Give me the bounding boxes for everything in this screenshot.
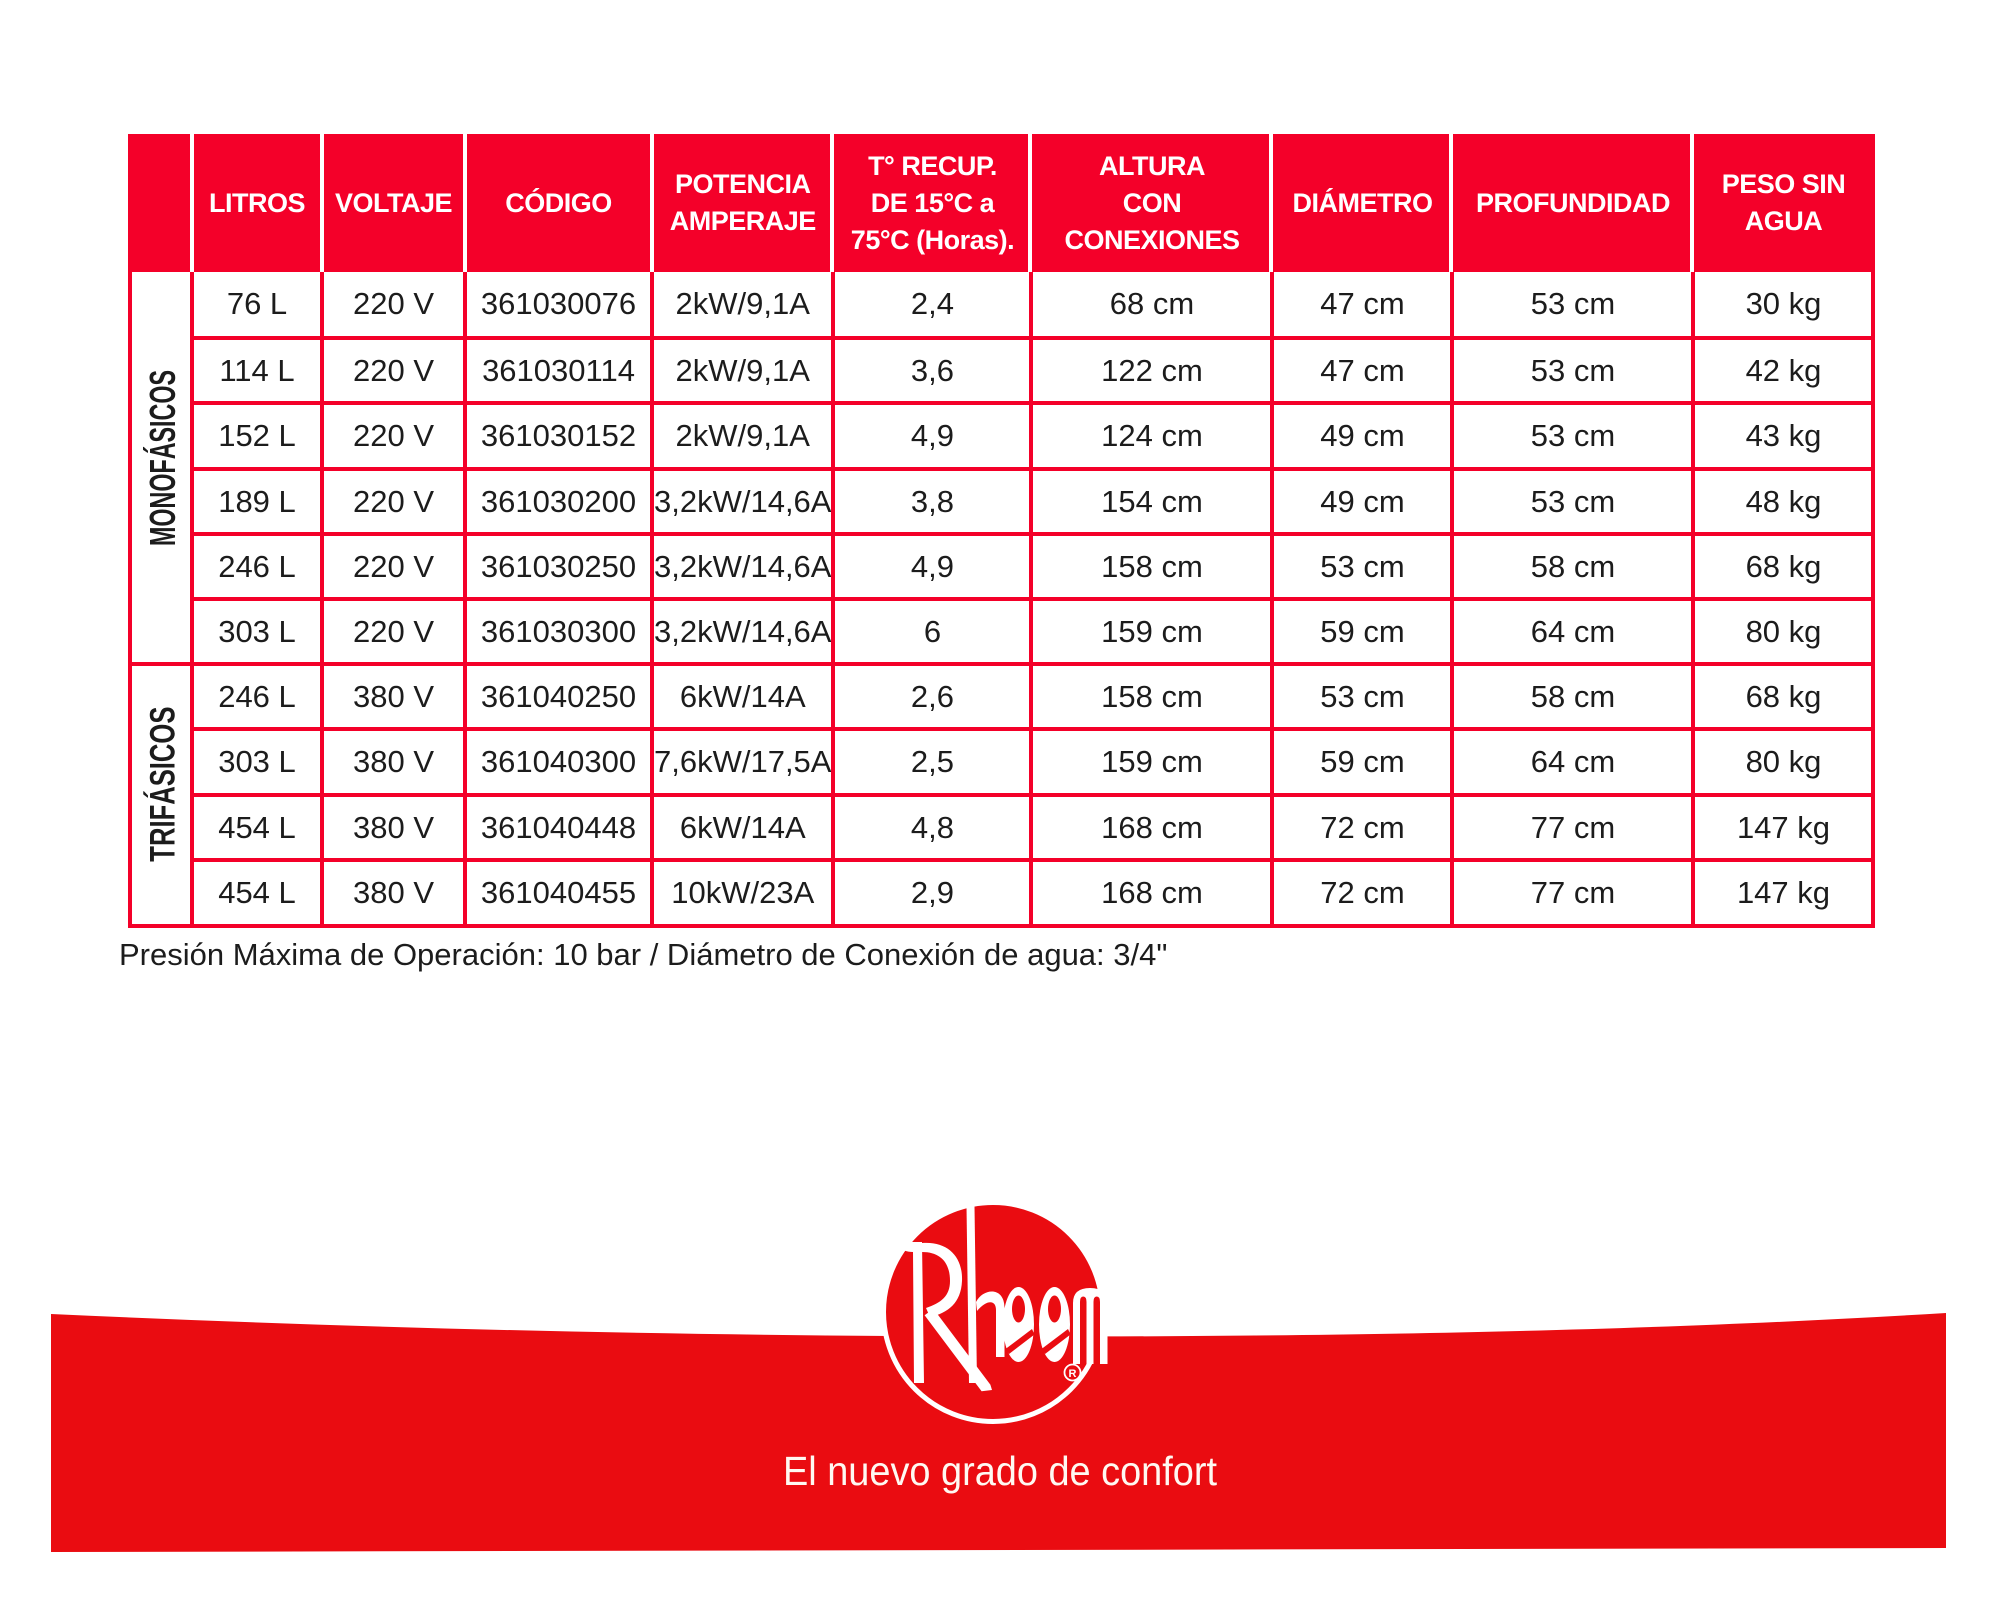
svg-text:MONOFÁSICOS: MONOFÁSICOS: [142, 370, 183, 546]
svg-text:TRIFÁSICOS: TRIFÁSICOS: [142, 707, 182, 862]
svg-text:R: R: [1069, 1368, 1077, 1380]
svg-text:El nuevo grado de confort: El nuevo grado de confort: [783, 1448, 1218, 1494]
